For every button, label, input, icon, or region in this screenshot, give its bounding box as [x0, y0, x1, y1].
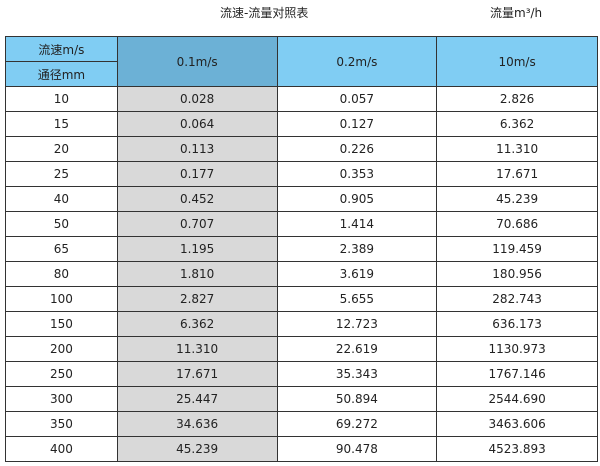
flow-cell: 0.064 [116, 111, 278, 137]
flow-cell: 25.447 [116, 386, 278, 412]
table-row: 200 11.310 22.619 1130.973 [5, 336, 598, 362]
flow-cell: 2.389 [276, 236, 438, 262]
flow-cell: 45.239 [436, 186, 598, 212]
flow-cell: 0.057 [276, 86, 438, 112]
flow-cell: 282.743 [436, 286, 598, 312]
flow-cell: 1.195 [116, 236, 278, 262]
flow-cell: 17.671 [116, 361, 278, 387]
flow-cell: 5.655 [276, 286, 438, 312]
flow-cell: 119.459 [436, 236, 598, 262]
flow-cell: 2.826 [436, 86, 598, 112]
flow-cell: 0.127 [276, 111, 438, 137]
table-row: 400 45.239 90.478 4523.893 [5, 436, 598, 462]
flow-cell: 3.619 [276, 261, 438, 287]
header-row: 流速m/s 0.1m/s 0.2m/s 10m/s [5, 36, 598, 87]
flow-cell: 0.452 [116, 186, 278, 212]
diameter-cell: 250 [5, 361, 118, 387]
flow-rate-table: 流速m/s 0.1m/s 0.2m/s 10m/s 通径mm 10 0.028 0.… [5, 36, 598, 462]
diameter-cell: 400 [5, 436, 118, 462]
flow-cell: 0.707 [116, 211, 278, 237]
flow-cell: 6.362 [116, 311, 278, 337]
flow-cell: 0.113 [116, 136, 278, 162]
table-row: 80 1.810 3.619 180.956 [5, 261, 598, 287]
flow-cell: 0.905 [276, 186, 438, 212]
table-row: 25 0.177 0.353 17.671 [5, 161, 598, 187]
flow-cell: 70.686 [436, 211, 598, 237]
flow-cell: 45.239 [116, 436, 278, 462]
diameter-cell: 50 [5, 211, 118, 237]
table-row: 300 25.447 50.894 2544.690 [5, 386, 598, 412]
flow-cell: 90.478 [276, 436, 438, 462]
diameter-header: 通径mm [5, 61, 118, 87]
flow-cell: 69.272 [276, 411, 438, 437]
header-row: 通径mm [5, 61, 598, 87]
flow-cell: 11.310 [436, 136, 598, 162]
flow-cell: 12.723 [276, 311, 438, 337]
unit-label: 流量m³/h [490, 6, 543, 20]
diameter-cell: 100 [5, 286, 118, 312]
flow-cell: 0.028 [116, 86, 278, 112]
diameter-cell: 200 [5, 336, 118, 362]
diameter-cell: 80 [5, 261, 118, 287]
table-row: 20 0.113 0.226 11.310 [5, 136, 598, 162]
table-row: 250 17.671 35.343 1767.146 [5, 361, 598, 387]
velocity-header: 流速m/s [5, 36, 118, 62]
flow-cell: 22.619 [276, 336, 438, 362]
column-header: 10m/s [436, 36, 598, 87]
diameter-cell: 350 [5, 411, 118, 437]
diameter-cell: 300 [5, 386, 118, 412]
column-header: 0.2m/s [276, 36, 438, 87]
flow-cell: 180.956 [436, 261, 598, 287]
table-title: 流速-流量对照表 [220, 6, 309, 20]
flow-cell: 6.362 [436, 111, 598, 137]
flow-cell: 17.671 [436, 161, 598, 187]
flow-cell: 1767.146 [436, 361, 598, 387]
flow-cell: 34.636 [116, 411, 278, 437]
diameter-cell: 10 [5, 86, 118, 112]
flow-cell: 0.177 [116, 161, 278, 187]
column-header: 0.1m/s [116, 36, 278, 87]
diameter-cell: 20 [5, 136, 118, 162]
flow-cell: 1.414 [276, 211, 438, 237]
table-row: 10 0.028 0.057 2.826 [5, 86, 598, 112]
diameter-cell: 150 [5, 311, 118, 337]
table-row: 15 0.064 0.127 6.362 [5, 111, 598, 137]
table-row: 40 0.452 0.905 45.239 [5, 186, 598, 212]
flow-cell: 2.827 [116, 286, 278, 312]
flow-cell: 35.343 [276, 361, 438, 387]
diameter-cell: 40 [5, 186, 118, 212]
flow-cell: 1.810 [116, 261, 278, 287]
flow-cell: 0.226 [276, 136, 438, 162]
diameter-cell: 25 [5, 161, 118, 187]
flow-cell: 1130.973 [436, 336, 598, 362]
flow-cell: 50.894 [276, 386, 438, 412]
table-row: 350 34.636 69.272 3463.606 [5, 411, 598, 437]
diameter-cell: 65 [5, 236, 118, 262]
table-row: 65 1.195 2.389 119.459 [5, 236, 598, 262]
flow-cell: 3463.606 [436, 411, 598, 437]
flow-cell: 636.173 [436, 311, 598, 337]
table-row: 50 0.707 1.414 70.686 [5, 211, 598, 237]
flow-cell: 4523.893 [436, 436, 598, 462]
flow-cell: 11.310 [116, 336, 278, 362]
diameter-cell: 15 [5, 111, 118, 137]
table-row: 150 6.362 12.723 636.173 [5, 311, 598, 337]
table-row: 100 2.827 5.655 282.743 [5, 286, 598, 312]
flow-cell: 0.353 [276, 161, 438, 187]
flow-cell: 2544.690 [436, 386, 598, 412]
